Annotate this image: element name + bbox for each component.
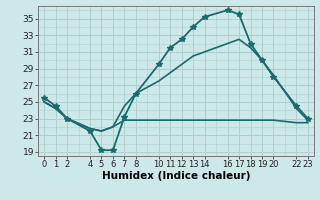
X-axis label: Humidex (Indice chaleur): Humidex (Indice chaleur) <box>102 171 250 181</box>
